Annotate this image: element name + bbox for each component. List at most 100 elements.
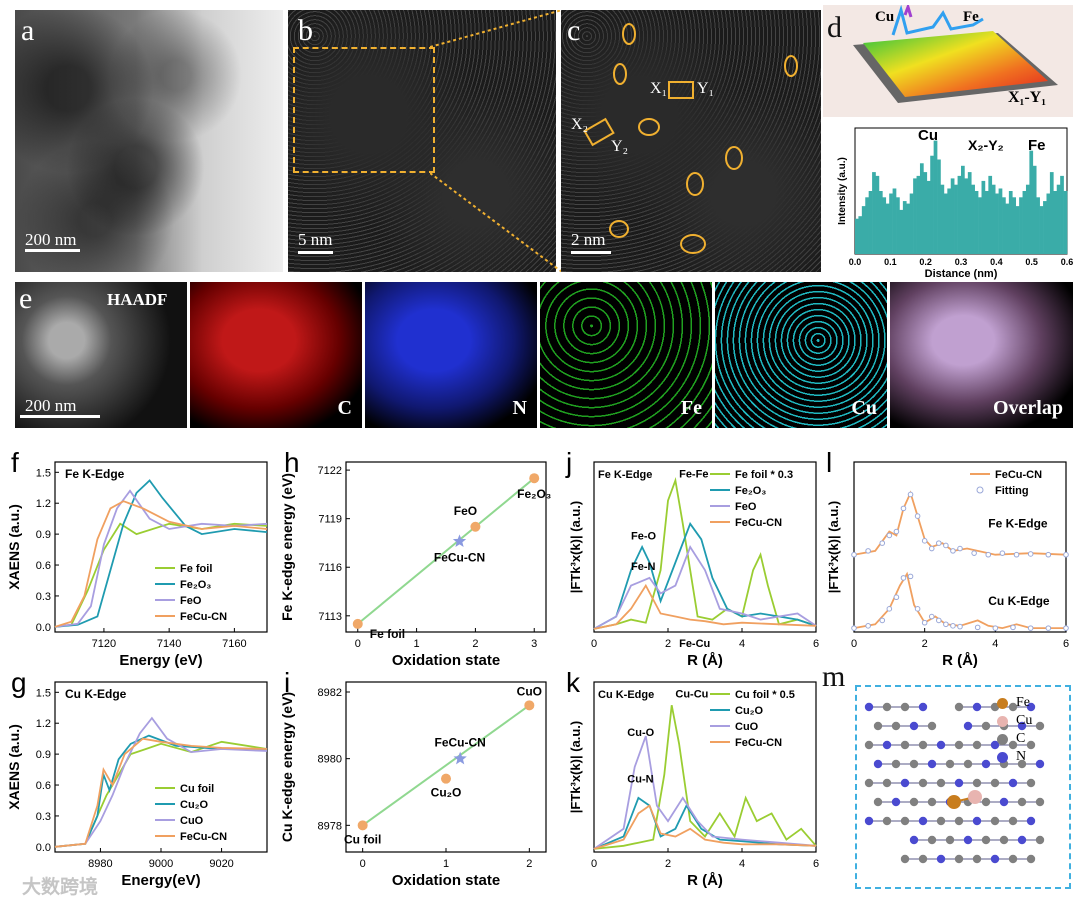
- fit-marker: [907, 491, 914, 498]
- legend-text: C: [1016, 731, 1026, 746]
- profile-bar: [1005, 203, 1010, 254]
- eds-label-overlap: Overlap: [993, 397, 1063, 419]
- legend-label: Fitting: [995, 485, 1029, 497]
- profile-bar: [889, 193, 893, 254]
- carbon-atom: [981, 721, 991, 731]
- chart-j-fe-ft-exafs: j 0 2 4 6 R (Å) |FTk³x(k)| (a.u.) Fe K-Edge Fe f…: [565, 447, 819, 669]
- x-tick-label: 0.1: [884, 257, 897, 267]
- profile-bar: [875, 175, 880, 254]
- carbon-atom: [1026, 854, 1036, 864]
- carbon-atom: [954, 854, 964, 864]
- panel-b-haadf-image: b 5 nm: [288, 10, 556, 272]
- structure-frame: Fe Cu C N: [855, 685, 1071, 889]
- profile-bar: [947, 188, 952, 254]
- nitrogen-atom: [1026, 702, 1036, 712]
- profile-bar: [902, 201, 907, 254]
- nitrogen-atom: [963, 721, 973, 731]
- fit-marker: [992, 625, 999, 631]
- carbon-atom: [1017, 759, 1027, 769]
- fit-marker: [943, 621, 949, 628]
- chart-k-cu-ft-exafs: k 0 2 4 6 R (Å) |FTk³x(k)| (a.u.) Cu K-Edge Cu f…: [566, 667, 819, 889]
- y-tick-label: 8982: [318, 687, 342, 699]
- carbon-atom: [873, 797, 883, 807]
- fit-marker: [1027, 625, 1034, 631]
- nitrogen-atom: [1017, 835, 1027, 845]
- plot-frame: [345, 681, 547, 853]
- carbon-atom: [954, 702, 964, 712]
- profile-bar: [868, 191, 873, 254]
- panel-letter-m: m: [822, 660, 846, 693]
- reference-point: [524, 700, 535, 711]
- carbon-atom: [1008, 740, 1018, 750]
- fit-marker: [879, 540, 886, 546]
- profile-bar: [865, 197, 869, 254]
- legend-text: N: [1016, 749, 1027, 764]
- series-line: [54, 479, 268, 628]
- eds-map-n: N: [365, 282, 537, 428]
- carbon-atom: [1026, 778, 1036, 788]
- carbon-atom: [1026, 740, 1036, 750]
- fit-marker: [914, 513, 921, 519]
- profile-bar: [872, 172, 876, 254]
- fit-marker: [851, 551, 857, 558]
- scale-text-c: 2 nm: [571, 230, 606, 249]
- reference-point: [470, 521, 481, 532]
- y-axis-label: |FTk³x(k)| (a.u.): [826, 501, 841, 594]
- y-axis-label: |FTk³x(k)| (a.u.): [568, 501, 583, 594]
- fit-marker: [985, 551, 992, 558]
- eds-label-cu: Cu: [851, 397, 877, 419]
- x-tick-label: 2: [922, 638, 928, 650]
- nitrogen-atom: [864, 816, 874, 826]
- scale-bar-a: [25, 249, 80, 252]
- carbon-atom: [981, 797, 991, 807]
- fit-line: [357, 477, 535, 625]
- y-axis-label: Cu K-edge energy (eV): [279, 692, 295, 842]
- profile-bar: [919, 163, 924, 254]
- plot-frame: [593, 681, 817, 853]
- fit-marker: [928, 545, 935, 552]
- y-tick-label: 0.0: [36, 842, 51, 854]
- x-axis-label: R (Å): [687, 652, 723, 669]
- structure-legend: Fe Cu C N: [997, 695, 1032, 767]
- x-tick-label: 9020: [209, 858, 233, 870]
- panel-letter: h: [284, 447, 300, 478]
- carbon-atom: [1035, 835, 1045, 845]
- fit-marker: [974, 624, 981, 631]
- series-line: [593, 735, 817, 850]
- legend-label: CuO: [180, 815, 204, 827]
- fit-marker: [914, 606, 921, 612]
- carbon-atom: [900, 702, 910, 712]
- legend-label: FeCu-CN: [735, 737, 782, 749]
- x-tick-label: 0.2: [919, 257, 932, 267]
- x-tick-label: 6: [1063, 638, 1069, 650]
- nitrogen-atom: [972, 816, 982, 826]
- panel-m-structure: m Fe Cu C N: [820, 662, 1075, 897]
- x-tick-label: 0: [851, 638, 857, 650]
- single-atom-markers: [583, 23, 798, 254]
- series-line: [593, 583, 817, 630]
- x-tick-label: 0: [591, 638, 597, 650]
- carbon-atom: [918, 778, 928, 788]
- carbon-atom: [891, 759, 901, 769]
- cu-atom: [968, 790, 982, 804]
- eds-map-fe: Fe: [540, 282, 712, 428]
- profile-bar: [1043, 201, 1047, 254]
- legend-label: Fe foil: [180, 563, 212, 575]
- nitrogen-atom: [909, 835, 919, 845]
- fit-marker: [1063, 551, 1069, 558]
- nitrogen-atom: [936, 740, 946, 750]
- x-tick-label: 6: [813, 858, 819, 870]
- nitrogen-atom: [999, 797, 1009, 807]
- legend-label: FeCu-CN: [180, 831, 227, 843]
- fit-marker: [907, 573, 914, 580]
- legend-dot: [997, 697, 1008, 709]
- nitrogen-atom: [1035, 759, 1045, 769]
- fit-marker: [957, 623, 963, 630]
- panel-letter: k: [566, 667, 581, 698]
- x-tick-label: 2: [472, 638, 478, 650]
- chart-f-fe-xanes: f 7120 7140 7160 0.0 0.3 0.6 0.9 1.2 1.5 Energy (e…: [6, 447, 268, 669]
- legend-dot: [997, 751, 1008, 763]
- profile-bar: [988, 175, 993, 254]
- carbon-atom: [1008, 816, 1018, 826]
- plot-frame: [593, 461, 817, 633]
